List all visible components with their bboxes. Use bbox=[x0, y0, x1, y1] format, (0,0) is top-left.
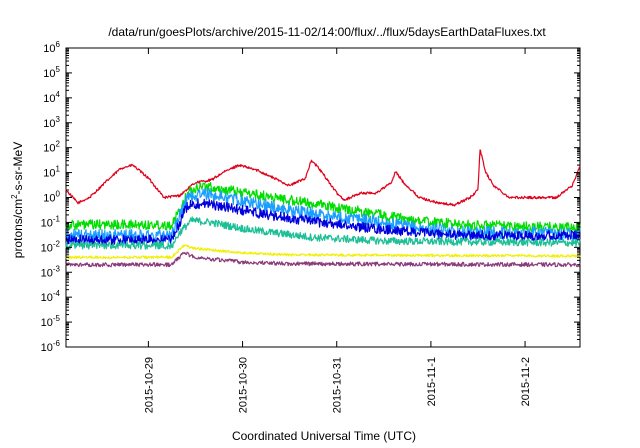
y-tick-label: 10-6 bbox=[41, 339, 61, 354]
series-line bbox=[65, 244, 581, 260]
series-line bbox=[65, 198, 581, 246]
y-tick-exp: 4 bbox=[56, 90, 61, 99]
chart-title: /data/run/goesPlots/archive/2015-11-02/1… bbox=[108, 25, 546, 39]
y-tick-base: 10 bbox=[41, 317, 53, 329]
y-tick-exp: -3 bbox=[53, 264, 61, 273]
y-tick-label: 10-2 bbox=[41, 239, 61, 254]
x-axis-label: Coordinated Universal Time (UTC) bbox=[232, 429, 416, 443]
y-tick-base: 10 bbox=[41, 217, 53, 229]
y-tick-exp: 2 bbox=[56, 140, 61, 149]
y-tick-label: 104 bbox=[43, 90, 60, 105]
series-line bbox=[65, 216, 581, 250]
y-axis-label-main: protons/cm bbox=[11, 199, 25, 258]
y-tick-label: 10-5 bbox=[41, 314, 61, 329]
y-axis-label-sup: 2 bbox=[10, 194, 19, 199]
y-axis-label: protons/cm2-s-sr-MeV bbox=[10, 142, 25, 258]
y-tick-label: 105 bbox=[43, 65, 60, 80]
y-ticks: 10-610-510-410-310-210-11001011021031041… bbox=[41, 40, 580, 354]
y-tick-base: 10 bbox=[41, 242, 53, 254]
y-tick-exp: -5 bbox=[53, 314, 61, 323]
y-tick-base: 10 bbox=[43, 93, 55, 105]
y-tick-exp: 5 bbox=[56, 65, 61, 74]
y-tick-base: 10 bbox=[43, 193, 55, 205]
y-tick-label: 101 bbox=[43, 165, 60, 180]
series-line bbox=[65, 251, 581, 268]
y-tick-label: 102 bbox=[43, 140, 60, 155]
y-tick-base: 10 bbox=[43, 168, 55, 180]
x-tick-label: 2015-10-30 bbox=[238, 357, 250, 413]
y-tick-exp: 1 bbox=[56, 165, 61, 174]
series-line bbox=[65, 181, 581, 234]
x-tick-label: 2015-10-31 bbox=[332, 357, 344, 413]
plot-frame bbox=[65, 47, 581, 348]
series-line bbox=[65, 149, 580, 207]
y-tick-base: 10 bbox=[43, 118, 55, 130]
y-tick-exp: 6 bbox=[56, 40, 61, 49]
y-tick-label: 100 bbox=[43, 190, 60, 205]
x-ticks: 2015-10-29 2015-10-30 2015-10-31 2015-11-1 2… bbox=[143, 48, 532, 413]
y-tick-exp: -2 bbox=[53, 239, 61, 248]
x-tick-label: 2015-11-1 bbox=[426, 357, 438, 406]
y-tick-base: 10 bbox=[43, 68, 55, 80]
x-tick-label: 2015-10-29 bbox=[143, 357, 155, 413]
y-tick-label: 106 bbox=[43, 40, 60, 55]
y-tick-label: 10-1 bbox=[41, 214, 61, 229]
y-tick-base: 10 bbox=[41, 292, 53, 304]
series-layer bbox=[65, 149, 581, 268]
y-tick-exp: -6 bbox=[53, 339, 61, 348]
y-tick-exp: 3 bbox=[56, 115, 61, 124]
y-tick-exp: -1 bbox=[53, 214, 61, 223]
y-tick-base: 10 bbox=[41, 267, 53, 279]
y-axis-label-rest: -s-sr-MeV bbox=[11, 142, 25, 195]
y-tick-label: 103 bbox=[43, 115, 60, 130]
plot-area: 10-610-510-410-310-210-11001011021031041… bbox=[41, 40, 581, 413]
y-tick-exp: -4 bbox=[53, 289, 61, 298]
x-tick-label: 2015-11-2 bbox=[520, 357, 532, 406]
y-tick-base: 10 bbox=[43, 143, 55, 155]
y-tick-exp: 0 bbox=[56, 190, 61, 199]
y-tick-base: 10 bbox=[43, 43, 55, 55]
y-tick-label: 10-4 bbox=[41, 289, 61, 304]
y-tick-label: 10-3 bbox=[41, 264, 61, 279]
series-line bbox=[65, 187, 581, 243]
y-tick-base: 10 bbox=[41, 342, 53, 354]
